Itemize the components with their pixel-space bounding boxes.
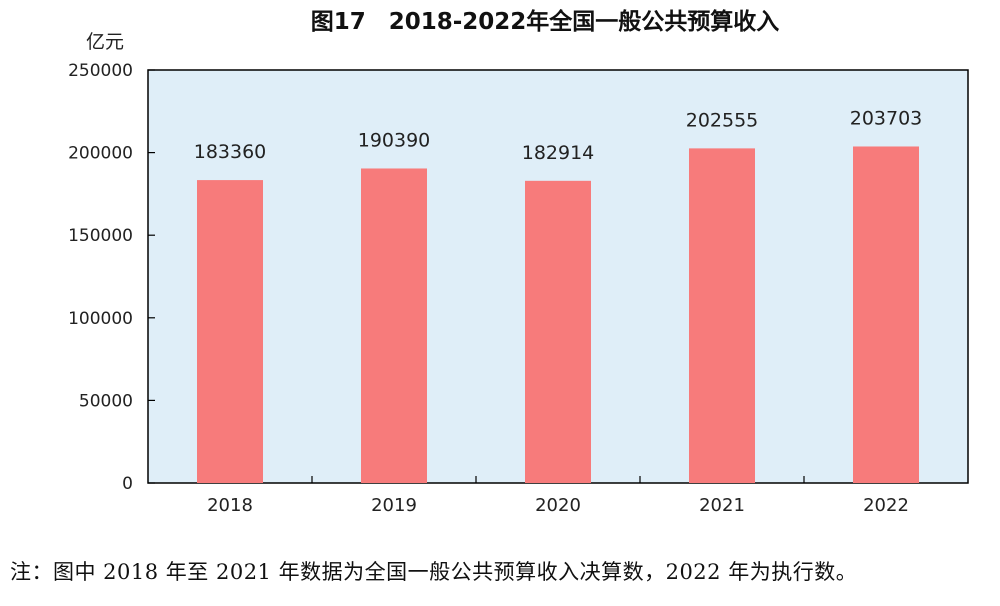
x-tick-label: 2021 (699, 495, 745, 516)
x-tick-label: 2019 (371, 495, 417, 516)
x-axis: 2018 2019 2020 2021 2022 (207, 476, 909, 516)
bar (853, 146, 919, 483)
chart-title: 图17 2018-2022年全国一般公共预算收入 (311, 8, 780, 35)
data-label: 203703 (850, 107, 923, 129)
y-tick-label: 50000 (79, 391, 133, 411)
footnote: 注：图中 2018 年至 2021 年数据为全国一般公共预算收入决算数，2022… (10, 560, 858, 584)
bar (525, 180, 591, 484)
data-label: 202555 (686, 109, 759, 131)
x-tick-label: 2022 (863, 495, 909, 516)
y-tick-label: 0 (122, 474, 133, 494)
x-tick-label: 2018 (207, 495, 253, 516)
bar (197, 180, 263, 483)
data-label: 183360 (194, 141, 267, 163)
bar-series: 183360 190390 182914 202555 203703 (194, 107, 923, 484)
bar (361, 168, 427, 484)
data-label: 182914 (522, 142, 595, 164)
y-tick-label: 250000 (68, 61, 133, 81)
bar-chart: 图17 2018-2022年全国一般公共预算收入 亿元 0 50000 100000… (68, 8, 969, 516)
y-tick-label: 200000 (68, 144, 133, 164)
x-tick-label: 2020 (535, 495, 581, 516)
bar (689, 148, 755, 483)
data-label: 190390 (358, 129, 431, 151)
y-axis-unit-label: 亿元 (86, 31, 124, 53)
y-tick-label: 100000 (68, 309, 133, 329)
y-tick-label: 150000 (68, 226, 133, 246)
y-axis: 0 50000 100000 150000 200000 250000 (68, 61, 155, 494)
